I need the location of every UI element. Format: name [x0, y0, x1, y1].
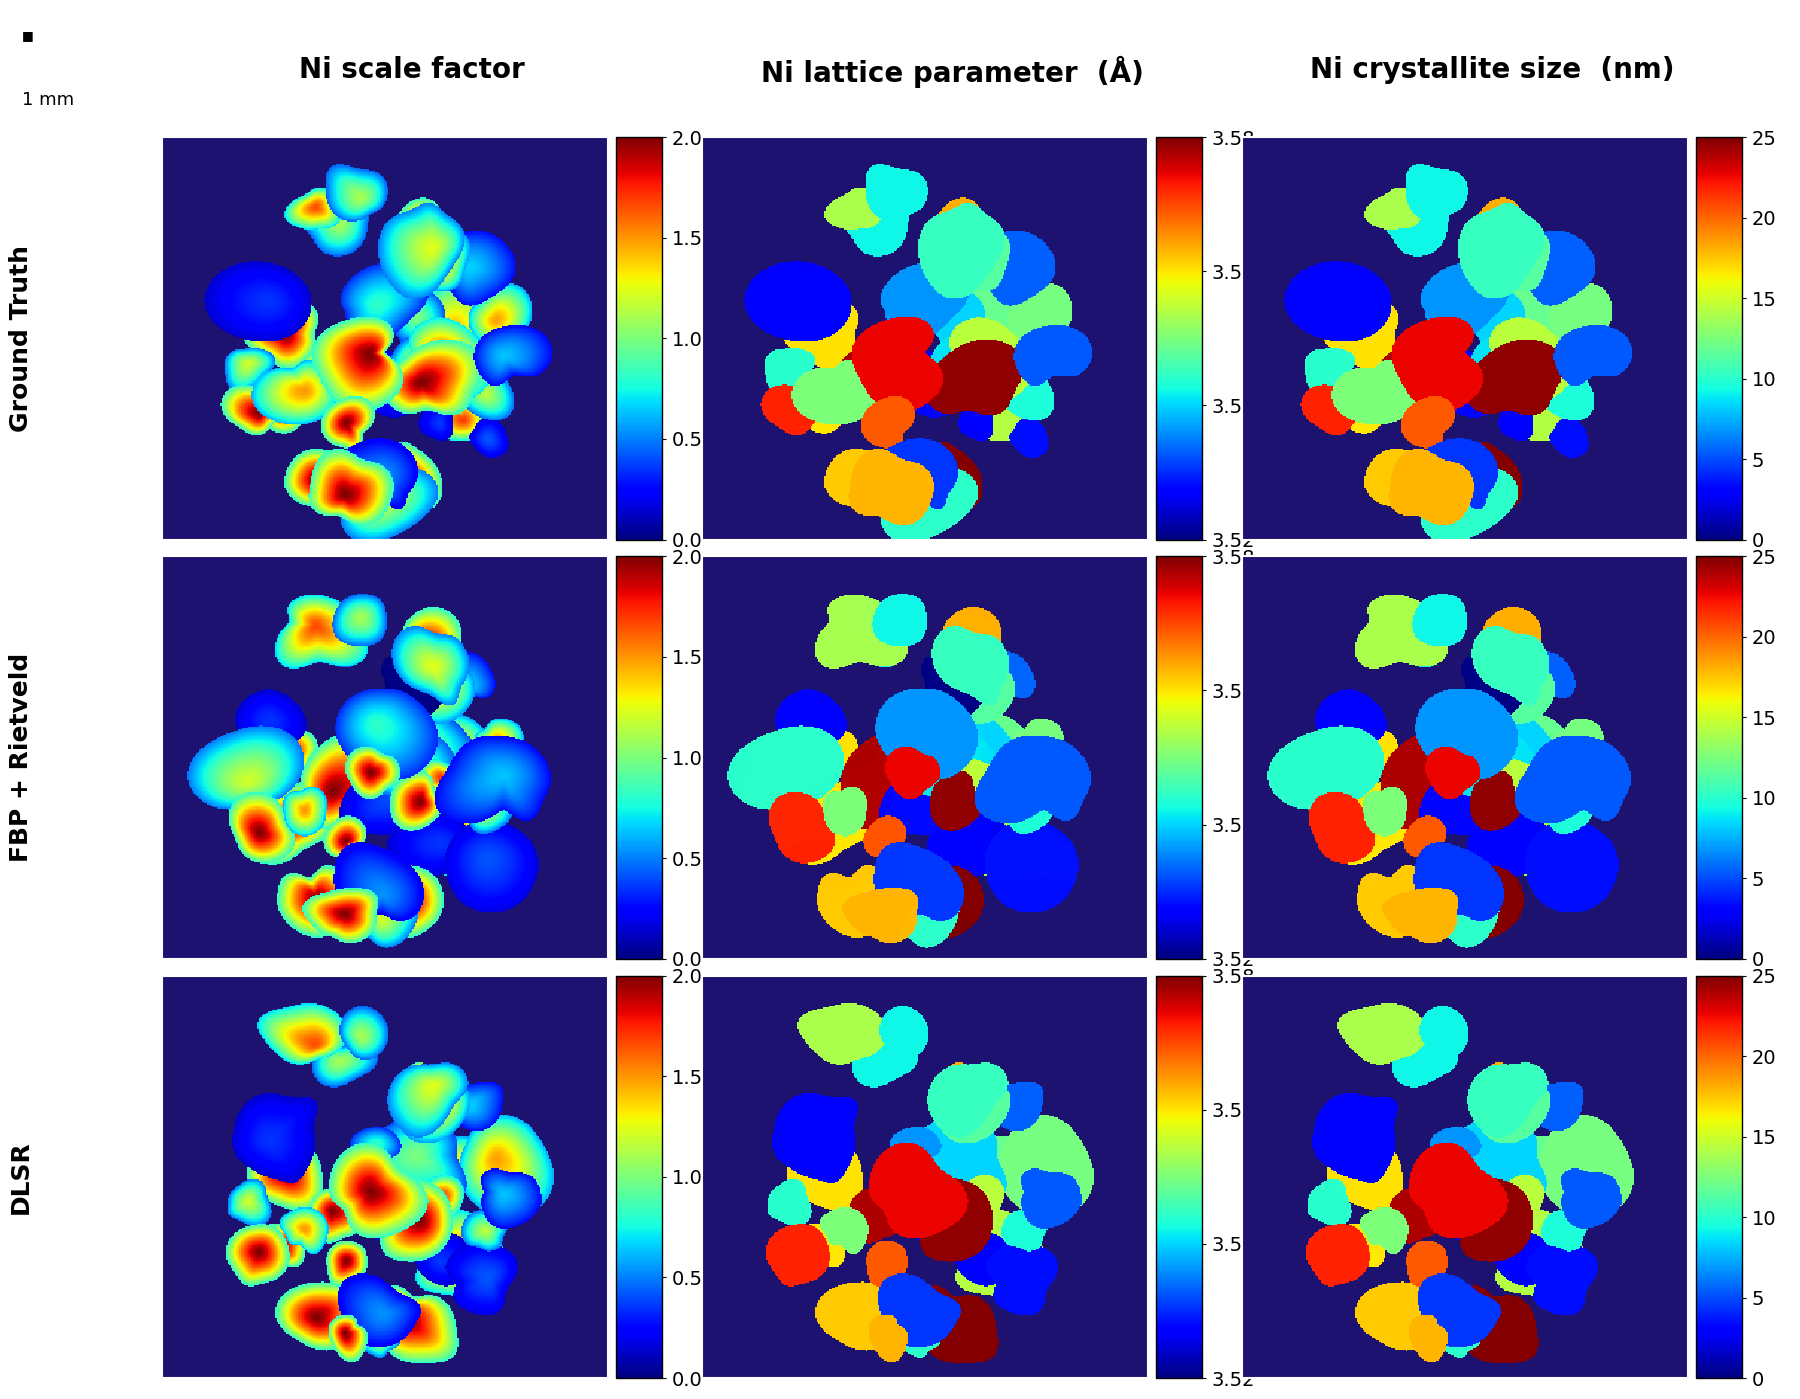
Text: Ni crystallite size  (nm): Ni crystallite size (nm) [1310, 56, 1674, 84]
Text: ■: ■ [22, 29, 34, 42]
Text: FBP + Rietveld: FBP + Rietveld [9, 653, 32, 862]
Text: 1 mm: 1 mm [22, 91, 74, 109]
Text: Ground Truth: Ground Truth [9, 245, 32, 432]
Text: Ni lattice parameter  (Å): Ni lattice parameter (Å) [761, 56, 1143, 88]
Text: Ni scale factor: Ni scale factor [299, 56, 526, 84]
Text: DLSR: DLSR [9, 1140, 32, 1214]
